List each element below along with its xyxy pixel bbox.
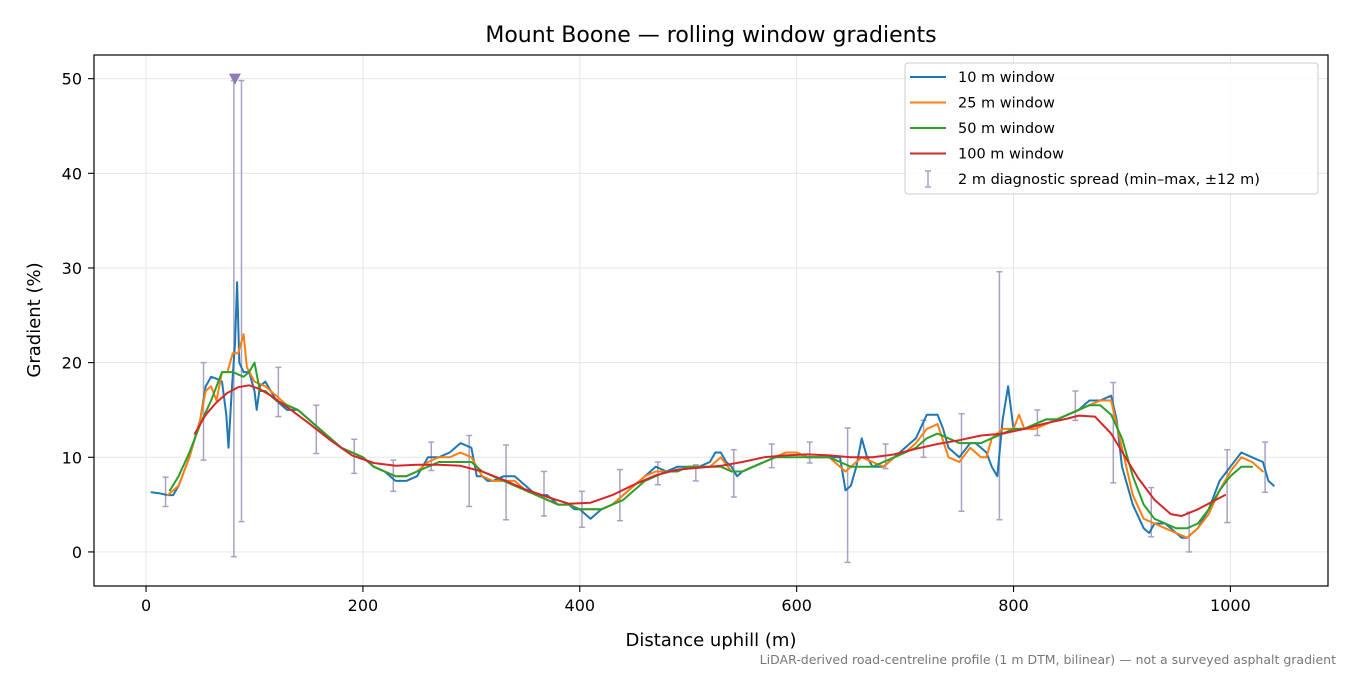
series-line-25-m-window xyxy=(166,333,1264,539)
x-tick-label: 0 xyxy=(141,596,151,615)
y-tick-label: 0 xyxy=(72,543,82,562)
y-tick-label: 10 xyxy=(62,448,82,467)
x-tick-label: 200 xyxy=(348,596,379,615)
x-tick-label: 400 xyxy=(565,596,596,615)
errorbar-group xyxy=(162,79,1269,564)
legend-label-10-m-window: 10 m window xyxy=(958,70,1055,86)
errorbar xyxy=(654,461,661,486)
errorbar xyxy=(1224,448,1231,524)
series-group xyxy=(150,281,1275,539)
legend: 10 m window 25 m window 50 m window 100 m w… xyxy=(904,62,1319,195)
series-line-10-m-window xyxy=(150,281,1275,539)
legend-label-50-m-window: 50 m window xyxy=(958,121,1055,137)
errorbar xyxy=(730,448,737,498)
marker-group xyxy=(228,73,241,85)
errorbar xyxy=(541,470,548,517)
y-tick-label: 20 xyxy=(62,354,82,373)
peak-marker xyxy=(228,73,241,85)
x-axis-label: Distance uphill (m) xyxy=(626,630,797,651)
errorbar xyxy=(1110,381,1117,484)
errorbar xyxy=(958,412,965,512)
errorbar xyxy=(844,427,851,564)
legend-label-100-m-window: 100 m window xyxy=(958,147,1064,163)
series-line-100-m-window xyxy=(193,384,1226,517)
y-tick-label: 50 xyxy=(62,70,82,89)
errorbar xyxy=(200,361,207,461)
errorbar xyxy=(996,271,1003,521)
series-line-50-m-window xyxy=(168,361,1254,530)
footnote: LiDAR-derived road-centreline profile (1… xyxy=(760,652,1336,667)
axis-ticks: 0 200 400 600 800 1000 0 10 20 30 40 50 xyxy=(62,70,1251,615)
plot-frame xyxy=(93,54,1329,587)
errorbar xyxy=(806,441,813,464)
x-tick-label: 1000 xyxy=(1210,596,1251,615)
y-tick-label: 30 xyxy=(62,259,82,278)
legend-label-25-m-window: 25 m window xyxy=(958,96,1055,112)
legend-label-errorbar: 2 m diagnostic spread (min–max, ±12 m) xyxy=(958,172,1260,188)
y-tick-label: 40 xyxy=(62,164,82,183)
errorbar xyxy=(162,476,169,508)
legend-box xyxy=(904,62,1319,195)
errorbar xyxy=(275,366,282,418)
errorbar xyxy=(616,468,623,522)
chart-title: Mount Boone — rolling window gradients xyxy=(485,23,936,48)
errorbar xyxy=(1186,511,1193,553)
y-axis-label: Gradient (%) xyxy=(24,262,45,377)
x-tick-label: 800 xyxy=(998,596,1029,615)
x-tick-label: 600 xyxy=(781,596,812,615)
errorbar xyxy=(238,79,245,523)
